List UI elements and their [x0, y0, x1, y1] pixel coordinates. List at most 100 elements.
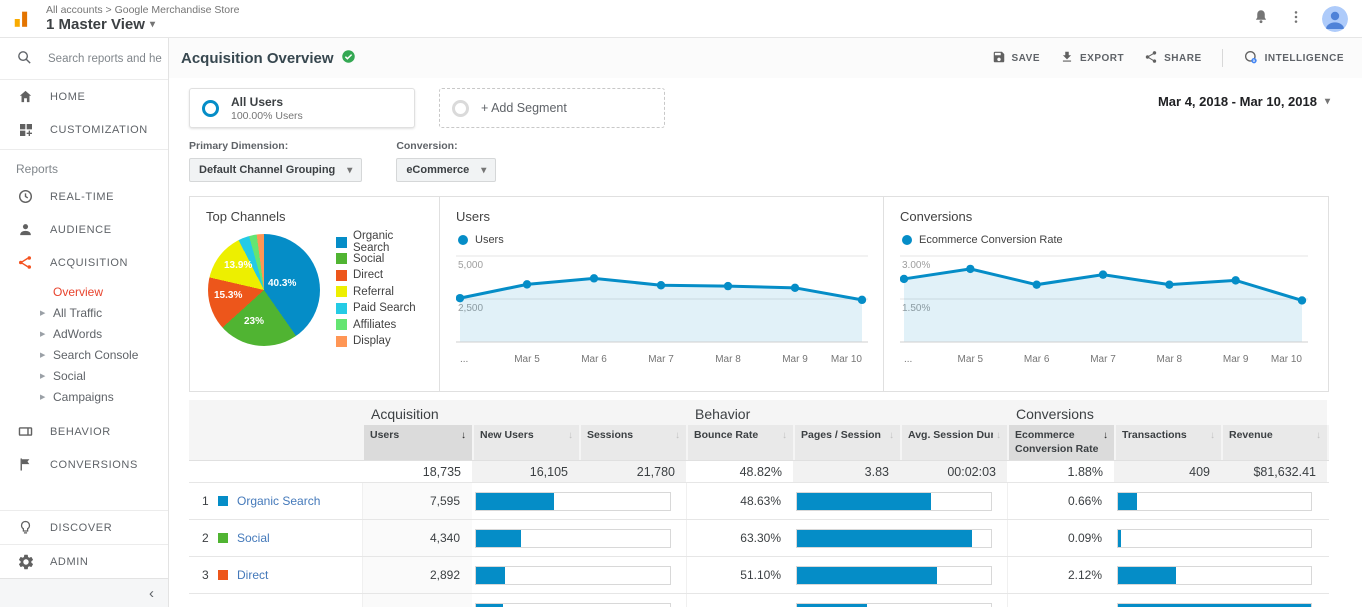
- export-button[interactable]: EXPORT: [1060, 50, 1124, 67]
- avatar[interactable]: [1322, 5, 1348, 32]
- channel-color-swatch: [218, 496, 228, 507]
- share-button[interactable]: SHARE: [1144, 50, 1202, 67]
- add-segment-button[interactable]: + Add Segment: [439, 88, 665, 128]
- sidebar-item-adwords[interactable]: ▶ AdWords: [0, 323, 168, 344]
- expand-arrow-icon: ▶: [40, 372, 46, 380]
- search-input[interactable]: [46, 51, 164, 66]
- conversion-rate-value: 7.25%: [1007, 594, 1114, 607]
- column-header-pages-session[interactable]: Pages / Session ↓: [793, 425, 900, 461]
- summary-pages-session: 3.83: [793, 461, 900, 483]
- gear-icon: [16, 553, 35, 571]
- column-header-sessions[interactable]: Sessions ↓: [579, 425, 686, 461]
- legend-label: Referral: [353, 285, 394, 298]
- page-title: Acquisition Overview: [181, 49, 334, 67]
- conversions-line-chart[interactable]: 3.00% 1.50%... Mar 5 Mar 6 Mar 7 Mar 8 Mar 9 Ma…: [900, 248, 1312, 376]
- sort-desc-icon: ↓: [1103, 430, 1108, 441]
- users-line-chart[interactable]: 5,000 2,500... Mar 5 Mar 6 Mar 7 Mar 8 Mar 9 Ma…: [456, 248, 868, 376]
- bounce-rate-bar: [796, 528, 992, 548]
- download-icon: [1060, 50, 1074, 67]
- sidebar-item-home[interactable]: HOME: [0, 80, 168, 113]
- segment-all-users[interactable]: All Users 100.00% Users: [189, 88, 415, 128]
- save-button[interactable]: SAVE: [992, 50, 1041, 67]
- conversion-rate-bar: [1117, 528, 1312, 548]
- sidebar-item-label: CONVERSIONS: [50, 458, 138, 471]
- sidebar-search[interactable]: [0, 38, 168, 80]
- conversion-select[interactable]: eCommerce ▾: [396, 158, 497, 182]
- summary-avg-duration: 00:02:03: [900, 461, 1007, 483]
- customization-icon: [16, 122, 35, 138]
- sidebar-item-realtime[interactable]: REAL-TIME: [0, 180, 168, 213]
- svg-text:3.00%: 3.00%: [902, 260, 930, 271]
- sort-icon: ↓: [1210, 430, 1215, 441]
- segment-detail: 100.00% Users: [231, 109, 303, 122]
- column-label: Transactions: [1122, 429, 1187, 441]
- view-selector[interactable]: 1 Master View ▾: [46, 16, 239, 33]
- share-label: SHARE: [1164, 52, 1202, 64]
- legend-dot-icon: [902, 235, 912, 245]
- column-header-new-users[interactable]: New Users ↓: [472, 425, 579, 461]
- column-label: Pages / Session: [801, 429, 881, 441]
- bounce-rate-value: 51.10%: [686, 557, 793, 594]
- expand-arrow-icon: ▶: [40, 351, 46, 359]
- legend-item: Affiliates: [336, 317, 423, 334]
- breadcrumb[interactable]: All accounts > Google Merchandise Store: [46, 3, 240, 16]
- date-range-selector[interactable]: Mar 4, 2018 - Mar 10, 2018 ▾: [1158, 94, 1330, 109]
- sidebar-item-acquisition[interactable]: ACQUISITION: [0, 246, 168, 279]
- legend-label: Display: [353, 335, 391, 348]
- group-header-acquisition: Acquisition: [362, 400, 686, 425]
- sidebar-item-conversions[interactable]: CONVERSIONS: [0, 448, 168, 481]
- channel-link[interactable]: Direct: [237, 568, 269, 583]
- legend-item: Social: [336, 251, 423, 268]
- sidebar-item-admin[interactable]: ADMIN: [0, 545, 168, 578]
- sidebar-item-label: ADMIN: [50, 555, 89, 568]
- column-label: Avg. Session Duration: [908, 429, 993, 441]
- sidebar-item-all-traffic[interactable]: ▶ All Traffic: [0, 302, 168, 323]
- bounce-rate-bar: [796, 491, 992, 511]
- summary-sessions: 21,780: [579, 461, 686, 483]
- legend-label: Ecommerce Conversion Rate: [919, 234, 1063, 246]
- sidebar-item-audience[interactable]: AUDIENCE: [0, 213, 168, 246]
- chart-legend: Users: [458, 234, 867, 246]
- column-header-ecommerce-conversion-rate[interactable]: Ecommerce Conversion Rate ↓: [1007, 425, 1114, 461]
- more-options-kebab-icon[interactable]: [1288, 9, 1304, 28]
- row-rank: 1: [202, 494, 209, 509]
- summary-users: 18,735: [362, 461, 472, 483]
- users-value: 2,892: [362, 557, 472, 594]
- sidebar-item-behavior[interactable]: BEHAVIOR: [0, 415, 168, 448]
- svg-text:Mar 6: Mar 6: [1024, 354, 1050, 365]
- conversion-rate-value: 0.09%: [1007, 520, 1114, 557]
- clock-icon: [16, 188, 35, 205]
- group-header-behavior: Behavior: [686, 400, 1007, 425]
- column-header-revenue[interactable]: Revenue ↓: [1221, 425, 1327, 461]
- users-bar: [475, 565, 671, 585]
- channel-link[interactable]: Referral: [237, 605, 280, 607]
- caret-down-icon: ▾: [149, 18, 155, 30]
- sort-icon: ↓: [782, 430, 787, 441]
- primary-dimension-select[interactable]: Default Channel Grouping ▾: [189, 158, 363, 182]
- legend-item: Organic Search: [336, 230, 423, 254]
- column-label: Ecommerce Conversion Rate: [1015, 429, 1099, 455]
- column-header-bounce-rate[interactable]: Bounce Rate ↓: [686, 425, 793, 461]
- column-header-transactions[interactable]: Transactions ↓: [1114, 425, 1221, 461]
- sidebar-item-search-console[interactable]: ▶ Search Console: [0, 344, 168, 365]
- top-channels-pie-chart[interactable]: 40.3% 23% 15.3% 13.9%: [208, 234, 320, 346]
- sidebar-item-social[interactable]: ▶ Social: [0, 365, 168, 386]
- column-label: Users: [370, 429, 400, 441]
- channels-table: Acquisition Behavior Conversions Users ↓ …: [189, 400, 1329, 607]
- column-header-avg-session-duration[interactable]: Avg. Session Duration↓: [900, 425, 1007, 461]
- sidebar-item-campaigns[interactable]: ▶ Campaigns: [0, 386, 168, 407]
- channel-link[interactable]: Organic Search: [237, 494, 321, 509]
- notifications-bell-icon[interactable]: [1252, 8, 1270, 29]
- sidebar-item-customization[interactable]: CUSTOMIZATION: [0, 113, 168, 146]
- intelligence-button[interactable]: 0 INTELLIGENCE: [1243, 49, 1344, 68]
- segment-radio-icon: [452, 99, 469, 117]
- column-label: New Users: [480, 429, 534, 441]
- sidebar-collapse-button[interactable]: ‹: [0, 578, 168, 607]
- channel-link[interactable]: Social: [237, 531, 270, 546]
- column-header-users[interactable]: Users ↓: [362, 425, 472, 461]
- chart-title: Conversions: [900, 209, 973, 224]
- users-bar: [475, 528, 671, 548]
- report-header: Acquisition Overview SAVE EXPORT SHARE: [169, 38, 1362, 78]
- sidebar-item-discover[interactable]: DISCOVER: [0, 511, 168, 544]
- sidebar-item-overview[interactable]: Overview: [0, 281, 168, 302]
